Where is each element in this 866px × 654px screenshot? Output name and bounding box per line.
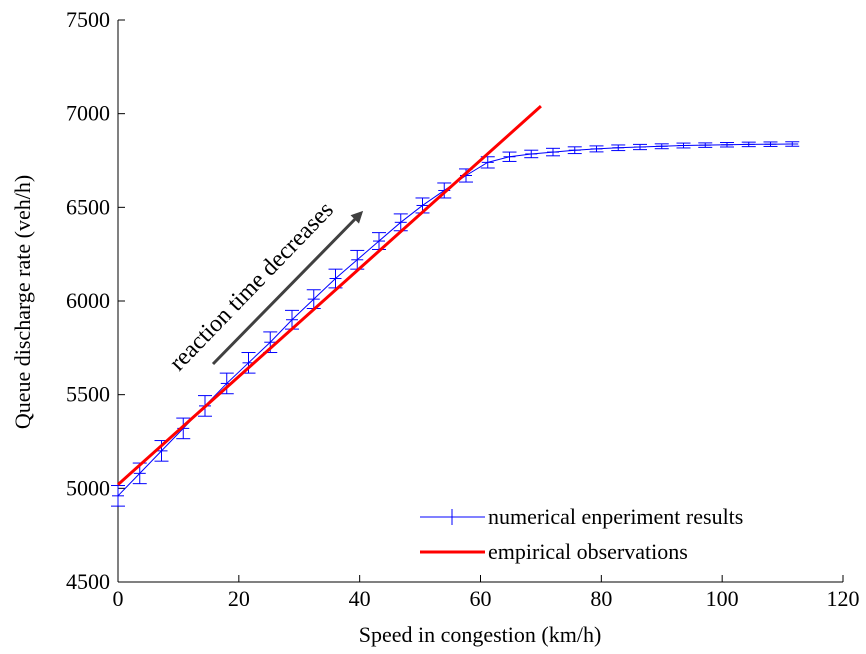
series-numerical-point xyxy=(654,143,669,150)
series-numerical-point xyxy=(633,143,647,151)
x-tick-label: 120 xyxy=(827,586,860,611)
y-tick-label: 5000 xyxy=(66,475,110,500)
series-numerical-point xyxy=(698,142,713,148)
series-numerical-point xyxy=(328,268,343,289)
series-numerical-point xyxy=(415,197,430,214)
series-numerical-point xyxy=(459,168,473,183)
y-ticks: 4500 5000 5500 6000 6500 7000 7500 xyxy=(66,7,125,594)
x-axis-title: Speed in congestion (km/h) xyxy=(359,622,602,647)
plot-area xyxy=(111,105,800,507)
y-tick-label: 4500 xyxy=(66,569,110,594)
x-tick-label: 20 xyxy=(228,586,250,611)
series-numerical-point xyxy=(611,144,626,152)
series-numerical-point xyxy=(111,485,125,507)
y-tick-label: 7000 xyxy=(66,101,110,126)
series-numerical-point xyxy=(785,141,800,147)
series-numerical-point xyxy=(741,141,756,148)
series-empirical-line xyxy=(116,105,542,486)
series-numerical-point xyxy=(350,249,365,270)
x-tick-label: 0 xyxy=(113,586,124,611)
series-numerical-point xyxy=(176,417,191,440)
series-numerical-point xyxy=(720,142,734,148)
x-tick-label: 40 xyxy=(349,586,371,611)
series-numerical-point xyxy=(546,147,560,157)
series-numerical-point xyxy=(589,145,604,153)
x-ticks: 0 20 40 60 80 100 120 xyxy=(113,575,860,611)
legend-label-empirical: empirical observations xyxy=(488,539,688,564)
y-tick-label: 7500 xyxy=(66,7,110,32)
y-tick-label: 6000 xyxy=(66,288,110,313)
series-numerical-point xyxy=(676,142,691,149)
x-tick-label: 60 xyxy=(470,586,492,611)
y-tick-label: 5500 xyxy=(66,382,110,407)
x-tick-label: 100 xyxy=(706,586,739,611)
series-numerical-point xyxy=(372,232,386,250)
annotation-arrow xyxy=(211,210,364,366)
annotation-text: reaction time decreases xyxy=(165,197,339,376)
legend-label-numerical: numerical enperiment results xyxy=(488,504,743,529)
y-axis-title: Queue discharge rate (veh/h) xyxy=(10,175,35,429)
series-numerical-point xyxy=(567,146,582,155)
series-numerical-point xyxy=(763,141,778,147)
y-tick-label: 6500 xyxy=(66,194,110,219)
series-numerical-point xyxy=(393,213,408,232)
series-numerical-point xyxy=(502,151,517,162)
x-tick-label: 80 xyxy=(590,586,612,611)
legend: numerical enperiment results empirical o… xyxy=(420,504,743,564)
series-numerical-point xyxy=(524,149,539,159)
